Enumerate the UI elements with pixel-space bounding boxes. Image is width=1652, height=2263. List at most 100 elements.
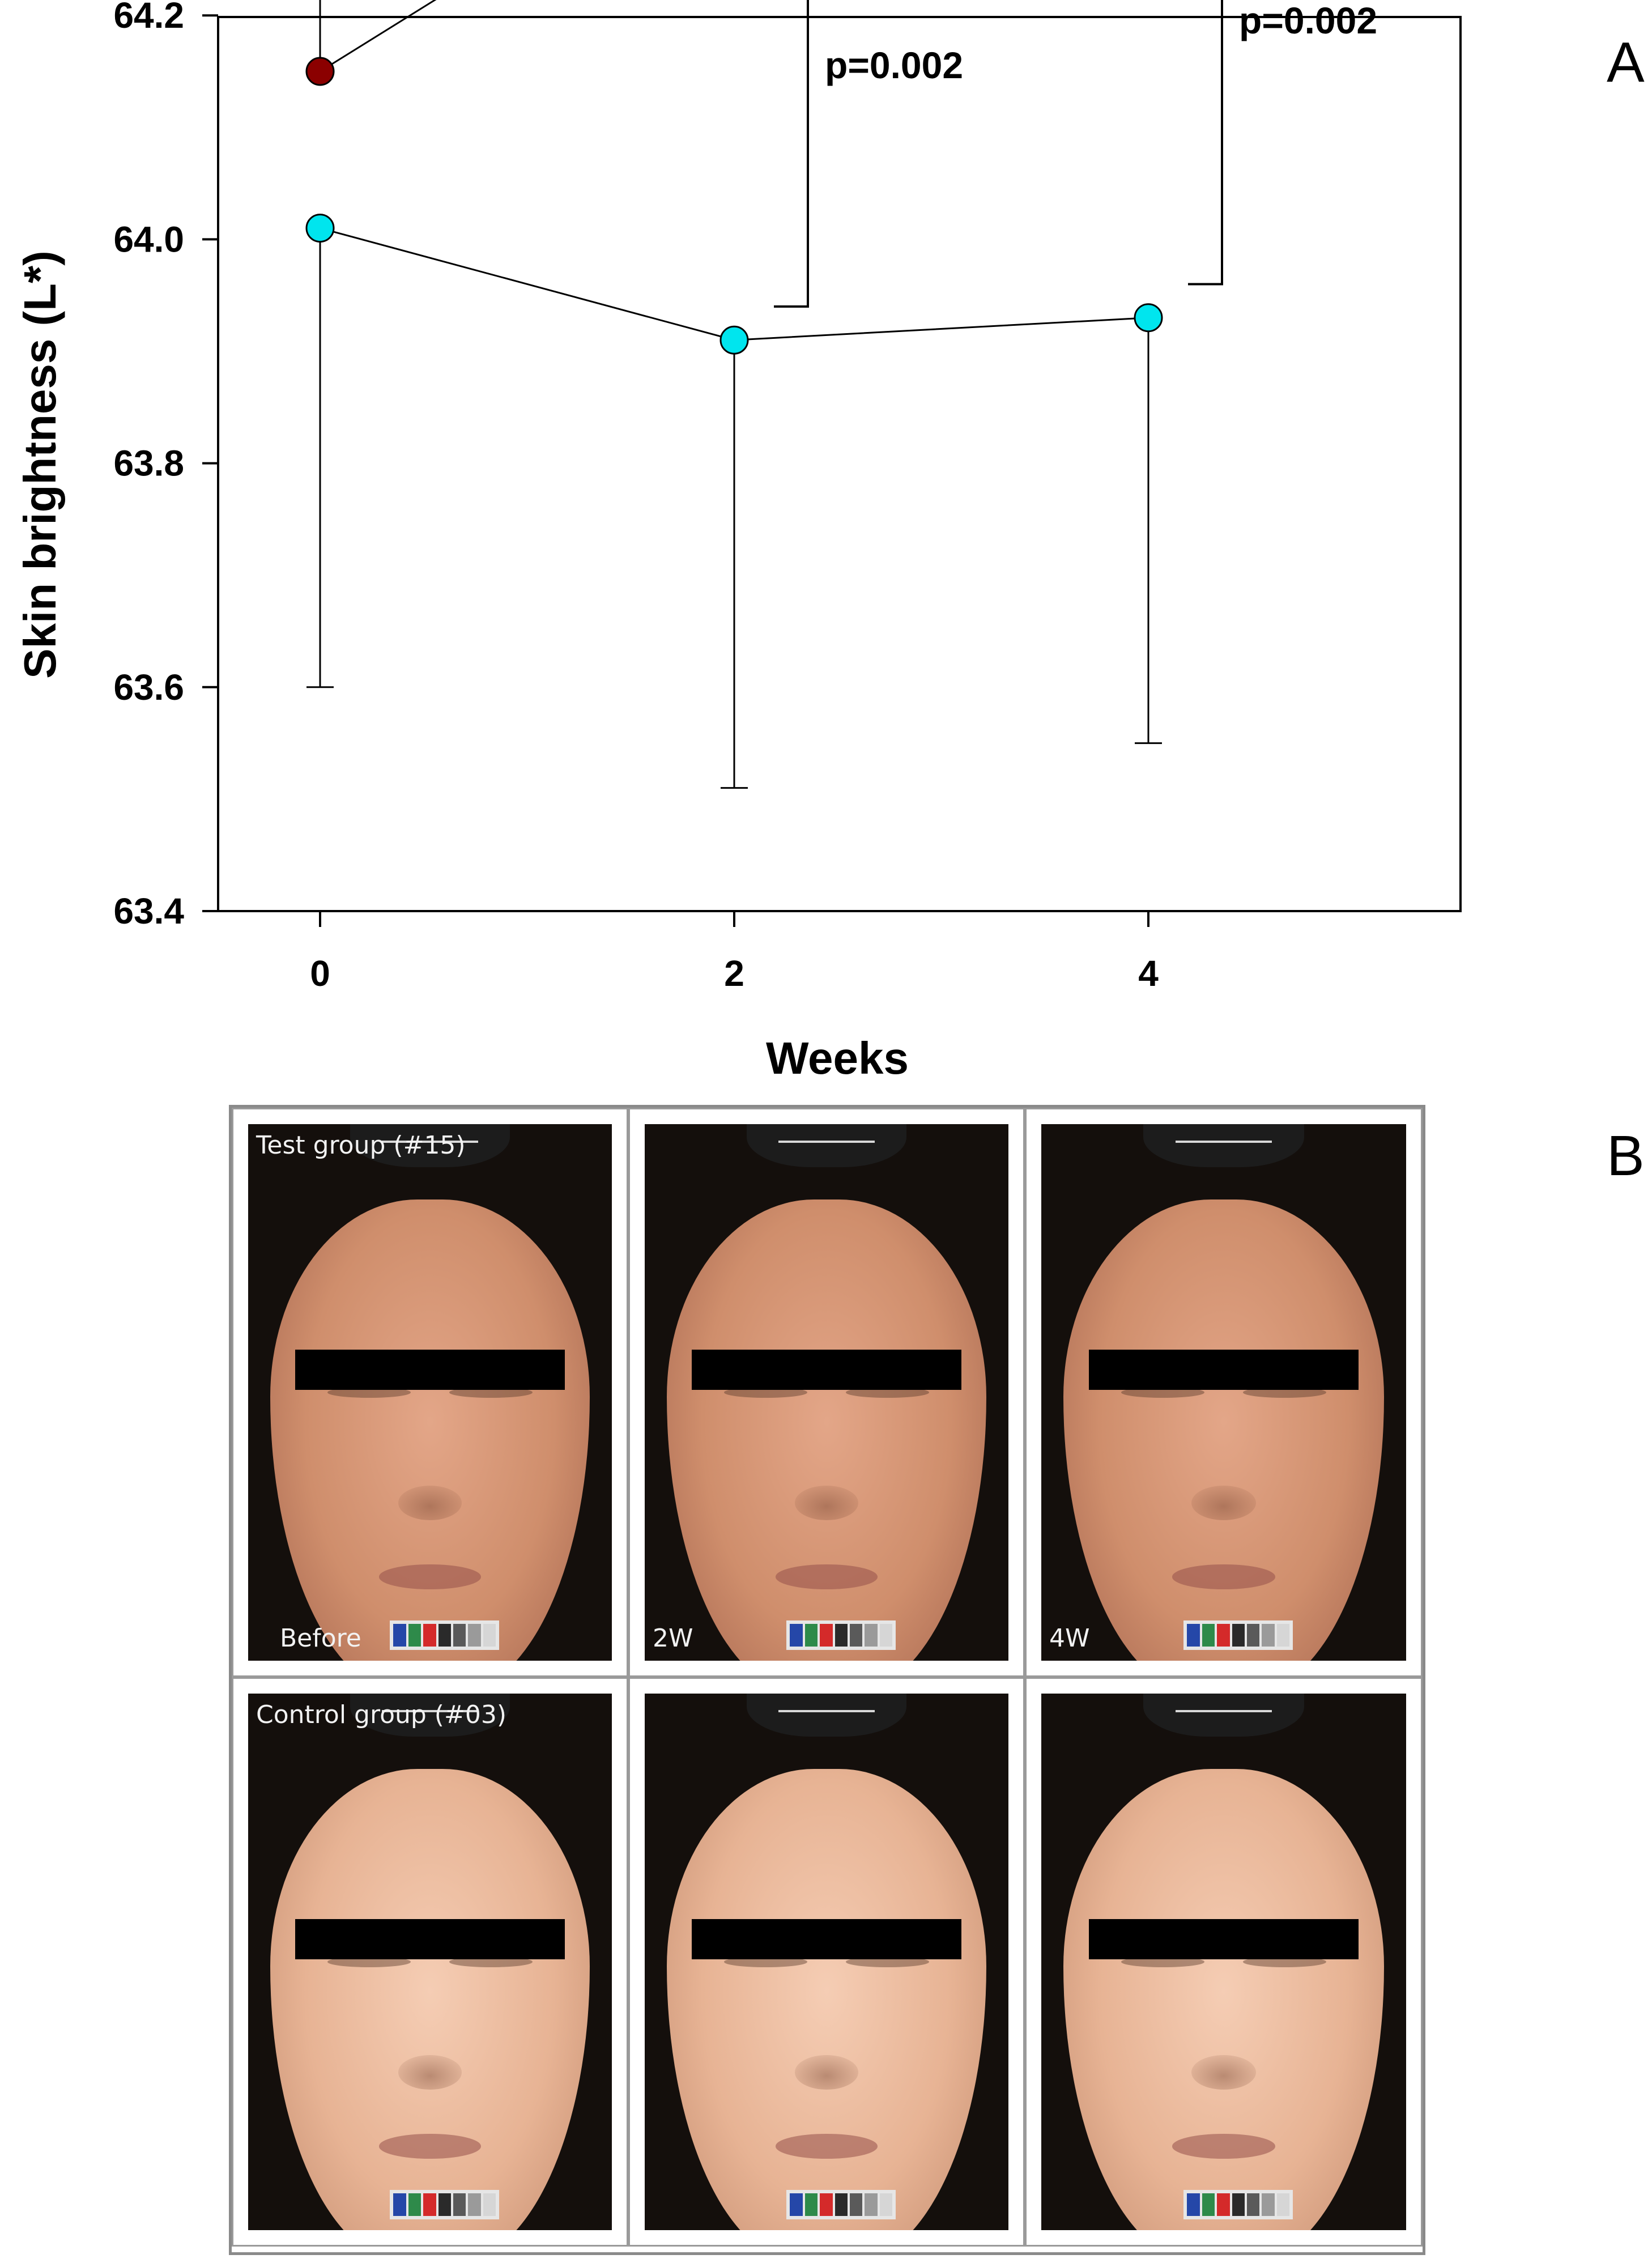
color-swatch [393, 2193, 406, 2217]
y-tick-label: 64.0 [113, 219, 184, 260]
color-swatch [1246, 2193, 1260, 2217]
color-swatch [820, 2193, 833, 2217]
nose-shape [794, 2054, 859, 2090]
face [270, 1768, 590, 2230]
color-swatch [1202, 2193, 1215, 2217]
panel-label-a: A [1607, 31, 1645, 94]
x-tick-label: 0 [310, 953, 330, 994]
headband-scale [778, 1140, 875, 1143]
eye-censor-bar [295, 1919, 565, 1959]
face [270, 1199, 590, 1661]
color-checker-card [390, 1620, 499, 1651]
color-swatch [1232, 2193, 1245, 2217]
group-label: Test group (#15) [256, 1131, 466, 1160]
lips-shape [378, 1564, 482, 1589]
color-swatch [423, 1623, 436, 1647]
color-swatch [820, 1623, 833, 1647]
color-swatch [1276, 1623, 1290, 1647]
color-swatch [483, 1623, 496, 1647]
color-swatch [438, 2193, 451, 2217]
color-swatch [790, 1623, 803, 1647]
color-swatch [865, 2193, 878, 2217]
data-point-control-group [719, 325, 749, 355]
color-swatch [1217, 2193, 1230, 2217]
headband [350, 1694, 510, 1737]
data-point-control-group [1134, 303, 1163, 333]
color-swatch [453, 1623, 466, 1647]
color-swatch [423, 2193, 436, 2217]
y-tick-label: 63.4 [113, 891, 184, 931]
lips-shape [775, 1564, 878, 1589]
nose-shape [794, 1485, 859, 1520]
control-group-face-photo [1041, 1694, 1406, 2230]
color-swatch [834, 1623, 848, 1647]
eye-censor-bar [295, 1349, 565, 1390]
series-line-control-group [320, 227, 1149, 341]
color-swatch [483, 2193, 496, 2217]
control-group-face-photo: Control group (#03) [248, 1694, 612, 2230]
color-swatch [1276, 2193, 1290, 2217]
series-line-test-group [320, 0, 437, 73]
y-tick-label: 63.6 [113, 667, 184, 708]
color-swatch [1262, 2193, 1275, 2217]
control-group-face-photo [645, 1694, 1008, 2230]
photo-cell [1025, 1677, 1423, 2247]
color-swatch [393, 1623, 406, 1647]
lips-shape [775, 2134, 878, 2159]
color-swatch [1246, 1623, 1260, 1647]
headband [1143, 1124, 1304, 1167]
data-point-test-group [305, 57, 335, 86]
y-axis-title: Skin brightness (L*) [15, 250, 65, 679]
color-swatch [1232, 1623, 1245, 1647]
headband-scale [382, 1140, 478, 1143]
plot-frame [217, 16, 1462, 912]
headband [746, 1694, 907, 1737]
color-swatch [879, 2193, 892, 2217]
color-checker-card [1183, 1620, 1293, 1651]
color-swatch [849, 2193, 863, 2217]
headband [1143, 1694, 1304, 1737]
timepoint-label: Before [280, 1624, 361, 1653]
color-checker-card [390, 2189, 499, 2220]
face [666, 1199, 987, 1661]
x-axis-title: Weeks [766, 1033, 909, 1083]
test-group-face-photo: 2W [645, 1124, 1008, 1661]
nose-shape [1191, 2054, 1256, 2090]
skin-brightness-chart: 63.463.663.864.064.264.464.664.8 024 **p… [15, 0, 1462, 1083]
color-swatch [453, 2193, 466, 2217]
color-checker-card [786, 2189, 896, 2220]
eye-censor-bar [1088, 1349, 1359, 1390]
x-tick-label: 4 [1138, 953, 1159, 994]
color-swatch [865, 1623, 878, 1647]
p-value-label: p=0.002 [1239, 0, 1377, 41]
nose-shape [1191, 1485, 1256, 1520]
headband [350, 1124, 510, 1167]
color-swatch [804, 1623, 818, 1647]
color-checker-card [786, 1620, 896, 1651]
photo-cell: 4W [1025, 1108, 1423, 1677]
color-checker-card [1183, 2189, 1293, 2220]
color-swatch [879, 1623, 892, 1647]
data-point-control-group [305, 214, 335, 243]
color-swatch [790, 2193, 803, 2217]
color-swatch [1187, 1623, 1200, 1647]
p-value-label: p=0.002 [825, 44, 963, 86]
timepoint-label: 2W [653, 1624, 693, 1653]
color-swatch [849, 1623, 863, 1647]
group-label: Control group (#03) [256, 1700, 506, 1729]
lips-shape [378, 2134, 482, 2159]
p-value-bracket [1188, 0, 1223, 286]
headband [746, 1124, 907, 1167]
y-tick-label: 64.2 [113, 0, 184, 36]
photo-cell: 2W [628, 1108, 1025, 1677]
eye-censor-bar [692, 1919, 961, 1959]
headband-scale [1175, 1140, 1272, 1143]
photo-comparison-grid: Test group (#15) Before 2W 4W Control group … [229, 1105, 1425, 2255]
color-swatch [834, 2193, 848, 2217]
color-swatch [1217, 1623, 1230, 1647]
x-tick-label: 2 [724, 953, 744, 994]
lips-shape [1172, 1564, 1275, 1589]
y-tick-label: 63.8 [113, 443, 184, 484]
photo-cell: Control group (#03) [232, 1677, 628, 2247]
color-swatch [804, 2193, 818, 2217]
